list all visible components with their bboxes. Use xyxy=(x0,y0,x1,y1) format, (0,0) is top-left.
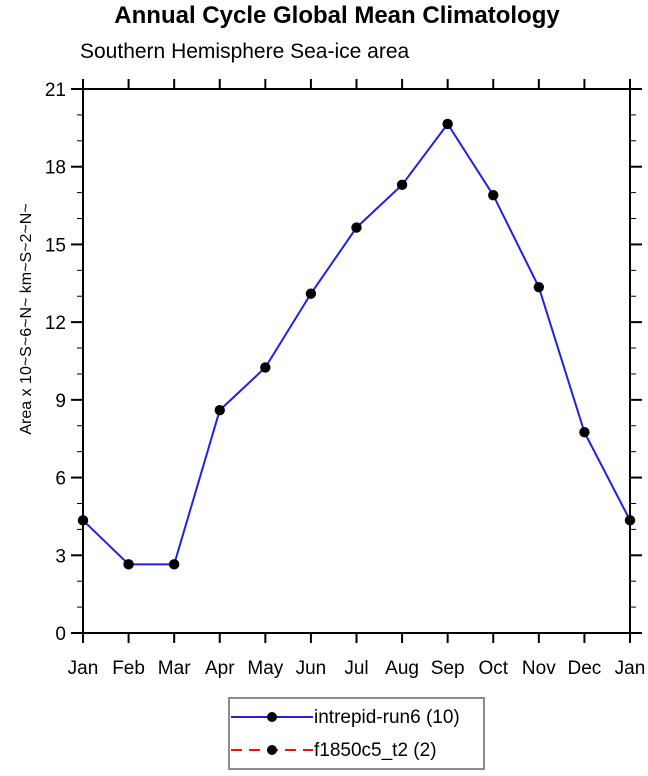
x-tick-label: Nov xyxy=(522,658,556,679)
chart-subtitle: Southern Hemisphere Sea-ice area xyxy=(80,40,410,63)
data-point xyxy=(442,118,453,130)
x-tick-label: Apr xyxy=(205,658,235,679)
x-tick-label: Jun xyxy=(296,658,327,679)
y-tick-label: 0 xyxy=(55,624,66,645)
x-tick-label: Jan xyxy=(68,658,99,679)
series-line-0 xyxy=(82,122,631,566)
x-tick-label: Jan xyxy=(615,658,646,679)
data-point xyxy=(624,515,636,526)
data-point xyxy=(351,222,362,233)
data-point xyxy=(488,190,499,201)
data-point xyxy=(77,515,89,526)
x-tick-label: Dec xyxy=(568,658,602,679)
y-tick-label: 6 xyxy=(55,469,66,490)
x-tick-label: May xyxy=(247,658,283,679)
legend-marker-icon xyxy=(267,745,277,755)
x-tick-label: Sep xyxy=(431,658,465,679)
legend-label: f1850c5_t2 (2) xyxy=(314,739,437,761)
legend-line-sample xyxy=(231,745,313,755)
x-tick-label: Mar xyxy=(158,658,191,679)
y-tick-label: 3 xyxy=(55,546,66,567)
legend-line-sample xyxy=(231,712,313,722)
chart-title: Annual Cycle Global Mean Climatology xyxy=(114,2,560,29)
x-tick-label: Feb xyxy=(112,658,145,679)
y-tick-label: 18 xyxy=(45,158,66,179)
x-tick-label: Aug xyxy=(385,658,419,679)
y-tick-label: 12 xyxy=(45,313,66,334)
x-tick-label: Oct xyxy=(478,658,508,679)
y-tick-label: 21 xyxy=(45,80,66,101)
legend-item: f1850c5_t2 (2) xyxy=(230,735,483,765)
data-point xyxy=(214,405,225,416)
data-point xyxy=(260,362,271,373)
plot-svg: Jan Feb Mar Apr May Jun Jul Aug Sep Oct Nov Dec Jan0… xyxy=(45,79,646,679)
data-point xyxy=(168,559,180,570)
data-point xyxy=(579,427,590,438)
legend-marker-icon xyxy=(267,712,277,722)
legend-item: intrepid-run6 (10) xyxy=(230,702,483,732)
legend-label: intrepid-run6 (10) xyxy=(314,706,460,728)
plot-frame xyxy=(82,88,631,634)
data-point xyxy=(305,288,317,299)
data-point xyxy=(123,559,134,570)
data-point xyxy=(396,179,408,191)
legend: intrepid-run6 (10) f1850c5_t2 (2) xyxy=(228,697,485,770)
x-tick-label: Jul xyxy=(344,658,368,679)
data-point xyxy=(533,281,545,293)
y-tick-label: 9 xyxy=(55,391,66,412)
y-tick-label: 15 xyxy=(45,235,66,256)
